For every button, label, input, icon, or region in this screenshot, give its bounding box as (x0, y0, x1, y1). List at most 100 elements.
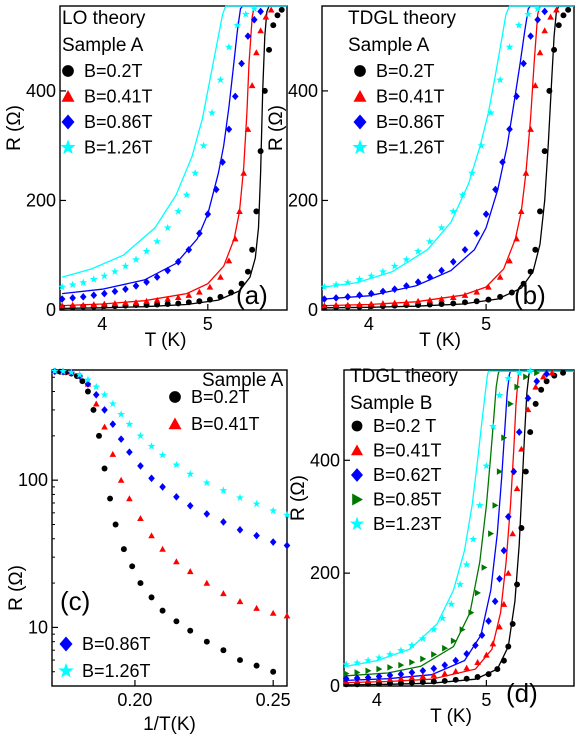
data-point-circle (129, 563, 136, 570)
data-point-triangle (111, 300, 119, 307)
legend-label: B=0.41T (191, 414, 260, 434)
data-point-circle (244, 268, 251, 275)
data-point-circle (173, 618, 180, 625)
data-point-triangle (240, 169, 248, 176)
data-point-diamond (541, 7, 548, 16)
legend-label: B=0.62T (373, 465, 442, 485)
data-point-star (89, 275, 98, 283)
data-point-circle (505, 643, 512, 650)
x-tick-label: 5 (203, 314, 213, 334)
data-point-star (117, 410, 126, 418)
data-point-triangle (532, 383, 539, 390)
data-point-circle (261, 87, 268, 94)
data-point-triangle (419, 673, 427, 680)
data-point-star (225, 42, 233, 51)
data-point-diamond (478, 631, 486, 640)
data-point-diamond (185, 245, 193, 254)
data-point-right-triangle (387, 664, 394, 671)
data-point-diamond (79, 293, 87, 301)
data-point-star (414, 247, 423, 255)
data-point-triangle (532, 82, 539, 89)
data-point-diamond (164, 266, 171, 275)
series-B-0.86T (51, 367, 291, 550)
data-point-right-triangle (501, 434, 508, 442)
data-point-triangle (267, 6, 275, 13)
data-point-diamond (524, 394, 532, 403)
data-point-diamond (520, 59, 527, 68)
data-point-diamond (473, 229, 481, 238)
data-point-triangle (509, 530, 516, 537)
data-point-triangle (248, 82, 256, 89)
data-point-diamond (321, 295, 328, 303)
data-point-triangle (126, 495, 133, 502)
data-point-diamond (408, 668, 416, 677)
data-point-triangle (518, 445, 525, 452)
data-point-triangle (540, 373, 547, 380)
data-point-right-triangle (514, 383, 521, 391)
data-point-diamond (403, 282, 410, 290)
data-point-diamond (204, 210, 212, 218)
data-point-circle (137, 580, 144, 587)
data-point-triangle (269, 609, 277, 616)
data-point-triangle (391, 299, 398, 306)
data-point-right-triangle (431, 651, 438, 658)
data-point-circle (278, 6, 285, 13)
data-point-star (486, 108, 495, 117)
legend-label: B=1.26T (82, 661, 151, 681)
data-point-diamond (527, 32, 534, 40)
data-point-circle (351, 420, 363, 432)
data-point-circle (90, 406, 97, 413)
data-point-circle (538, 386, 545, 393)
data-point-triangle (430, 671, 438, 678)
data-point-circle (527, 429, 534, 436)
data-point-circle (397, 680, 404, 687)
data-point-diamond (386, 671, 394, 680)
panel-label: (a) (236, 280, 268, 310)
data-point-circle (270, 668, 277, 675)
data-point-right-triangle (409, 659, 416, 666)
data-point-circle (196, 298, 203, 305)
data-point-circle (175, 300, 182, 307)
data-point-triangle (403, 299, 410, 305)
data-point-circle (112, 521, 119, 528)
data-point-star (390, 262, 399, 270)
y-tick-label: 400 (26, 81, 56, 101)
data-point-star (121, 262, 130, 270)
data-point-triangle (101, 423, 108, 430)
y-axis-label: R (Ω) (266, 105, 287, 151)
fit-line (62, 5, 287, 295)
data-point-diamond (353, 114, 367, 130)
data-point-star (425, 237, 434, 245)
data-point-circle (354, 65, 366, 77)
legend-label: B=1.26T (84, 138, 153, 158)
data-point-triangle (483, 651, 490, 658)
data-point-triangle (253, 604, 260, 611)
data-point-diamond (69, 294, 76, 302)
data-point-circle (249, 246, 256, 253)
data-point-diamond (59, 636, 73, 652)
data-point-star (469, 535, 478, 543)
data-point-star (418, 634, 427, 642)
series-B-0.2T (51, 368, 277, 675)
data-point-diamond (506, 125, 513, 134)
data-point-triangle (137, 515, 144, 522)
data-point-circle (565, 6, 572, 13)
fit-line (62, 5, 287, 307)
data-point-triangle (185, 291, 193, 298)
y-tick-label: 100 (18, 470, 48, 490)
data-point-triangle (344, 301, 352, 308)
data-point-triangle (122, 299, 129, 306)
data-point-diamond (391, 285, 398, 293)
data-point-right-triangle (376, 665, 383, 673)
data-point-triangle (174, 294, 182, 301)
panel-label: (b) (514, 280, 546, 310)
data-point-diamond (351, 468, 363, 482)
data-point-diamond (203, 510, 211, 518)
data-point-triangle (517, 208, 525, 215)
data-point-star (429, 625, 438, 633)
data-point-star (475, 501, 484, 509)
y-axis-label: R (Ω) (4, 105, 25, 151)
data-point-diamond (449, 258, 457, 266)
data-point-diamond (492, 185, 499, 194)
data-point-triangle (485, 283, 492, 290)
